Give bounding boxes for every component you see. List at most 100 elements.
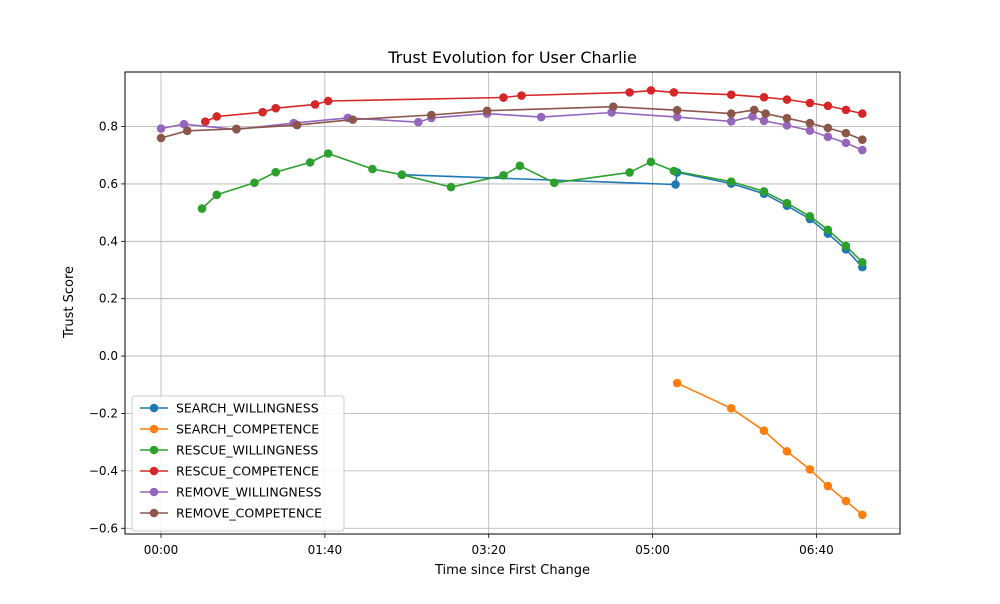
data-point-remove-competence <box>608 102 618 112</box>
y-tick-label: 0.6 <box>99 177 118 191</box>
legend-item-remove-competence: REMOVE_COMPETENCE <box>140 506 322 521</box>
data-point-rescue-competence <box>646 86 656 95</box>
data-point-remove-competence <box>427 110 436 120</box>
data-point-remove-competence <box>182 126 192 136</box>
data-point-rescue-willingness <box>323 149 333 158</box>
legend: SEARCH_WILLINGNESS SEARCH_COMPETENCE RESCU… <box>131 395 345 532</box>
y-tick-label: 0.8 <box>99 120 118 134</box>
legend-swatch-marker <box>149 445 159 455</box>
legend-swatch-marker <box>149 487 159 497</box>
data-point-rescue-willingness <box>841 241 851 251</box>
data-point-rescue-willingness <box>250 178 259 188</box>
x-tick-label: 01:40 <box>308 543 343 557</box>
legend-label: RESCUE_COMPETENCE <box>176 464 319 479</box>
data-point-rescue-willingness <box>646 157 656 167</box>
y-axis: −0.6 −0.4 −0.2 0.0 0.2 0.4 0.6 0.8 <box>89 120 125 535</box>
x-tick-label: 00:00 <box>144 543 179 557</box>
data-point-remove-willingness <box>536 112 546 122</box>
legend-item-search-competence: SEARCH_COMPETENCE <box>140 422 319 437</box>
series-group <box>156 86 867 520</box>
data-point-rescue-competence <box>858 109 867 118</box>
data-point-rescue-competence <box>323 96 333 106</box>
data-point-search-competence <box>672 378 682 388</box>
legend-swatch-marker <box>149 403 159 413</box>
data-point-remove-willingness <box>858 145 867 155</box>
data-point-remove-willingness <box>805 126 815 135</box>
data-point-remove-willingness <box>823 132 833 142</box>
data-point-remove-willingness <box>413 117 423 127</box>
y-tick-label: 0.0 <box>99 349 118 363</box>
data-point-rescue-willingness <box>759 187 769 196</box>
data-point-rescue-willingness <box>515 161 525 171</box>
data-point-rescue-competence <box>258 107 267 117</box>
y-tick-label: −0.4 <box>89 464 118 478</box>
data-point-rescue-willingness <box>368 164 377 174</box>
x-axis: 00:00 01:40 03:20 05:00 06:40 <box>144 534 834 557</box>
data-point-search-competence <box>782 447 792 456</box>
chart-title: Trust Evolution for User Charlie <box>387 48 637 67</box>
y-tick-label: −0.6 <box>89 521 118 535</box>
series-search-competence <box>672 378 867 520</box>
data-point-rescue-willingness <box>197 204 207 213</box>
data-point-rescue-willingness <box>823 225 833 235</box>
data-point-remove-competence <box>805 118 815 128</box>
data-point-rescue-willingness <box>726 177 736 186</box>
data-point-rescue-willingness <box>625 168 634 177</box>
series-line-search-willingness <box>401 171 863 268</box>
data-point-rescue-competence <box>517 91 526 100</box>
data-point-search-competence <box>759 426 769 435</box>
data-point-remove-competence <box>232 124 241 134</box>
data-point-rescue-competence <box>841 105 851 115</box>
data-point-remove-willingness <box>726 117 736 126</box>
data-point-remove-willingness <box>782 121 792 130</box>
data-point-rescue-willingness <box>397 170 407 180</box>
series-rescue-competence <box>200 86 867 126</box>
legend-label: SEARCH_WILLINGNESS <box>176 401 319 416</box>
series-line-rescue-willingness <box>201 152 863 263</box>
x-tick-label: 03:20 <box>471 543 506 557</box>
legend-item-remove-willingness: REMOVE_WILLINGNESS <box>140 485 322 500</box>
legend-swatch-marker <box>149 466 159 476</box>
data-point-remove-competence <box>348 115 358 124</box>
legend-box <box>131 395 345 532</box>
data-point-remove-willingness <box>156 124 166 133</box>
data-point-rescue-competence <box>782 95 792 104</box>
legend-item-search-willingness: SEARCH_WILLINGNESS <box>140 401 319 416</box>
legend-swatch-marker <box>149 424 159 434</box>
legend-label: SEARCH_COMPETENCE <box>176 422 319 437</box>
x-axis-title: Time since First Change <box>434 563 590 578</box>
series-rescue-willingness <box>197 149 867 267</box>
data-point-rescue-competence <box>212 112 222 121</box>
data-point-remove-willingness <box>672 112 682 122</box>
data-point-rescue-competence <box>271 103 281 113</box>
data-point-rescue-willingness <box>499 171 508 180</box>
data-point-rescue-competence <box>805 98 815 108</box>
data-point-remove-competence <box>761 109 770 118</box>
data-point-remove-competence <box>841 128 851 138</box>
legend-item-rescue-competence: RESCUE_COMPETENCE <box>140 464 319 479</box>
data-point-remove-competence <box>823 123 833 133</box>
data-point-rescue-willingness <box>305 158 315 167</box>
data-point-search-competence <box>823 481 833 491</box>
data-point-rescue-willingness <box>212 190 222 200</box>
data-point-rescue-willingness <box>805 212 815 221</box>
y-axis-title: Trust Score <box>62 266 77 339</box>
data-point-remove-competence <box>858 135 867 145</box>
data-point-remove-competence <box>726 109 736 118</box>
data-point-rescue-willingness <box>669 166 679 176</box>
data-point-rescue-competence <box>200 117 210 126</box>
data-point-remove-competence <box>749 105 759 115</box>
data-point-rescue-competence <box>310 100 320 109</box>
series-remove-competence <box>156 102 867 145</box>
data-point-rescue-competence <box>499 93 508 102</box>
data-point-rescue-willingness <box>858 257 867 267</box>
data-point-search-competence <box>858 510 867 520</box>
y-tick-label: 0.4 <box>99 234 118 248</box>
legend-label: REMOVE_COMPETENCE <box>176 506 322 521</box>
data-point-rescue-competence <box>625 88 634 97</box>
data-point-rescue-competence <box>726 90 736 99</box>
data-point-remove-willingness <box>759 116 769 126</box>
data-point-search-competence <box>841 496 851 506</box>
x-tick-label: 06:40 <box>799 543 834 557</box>
